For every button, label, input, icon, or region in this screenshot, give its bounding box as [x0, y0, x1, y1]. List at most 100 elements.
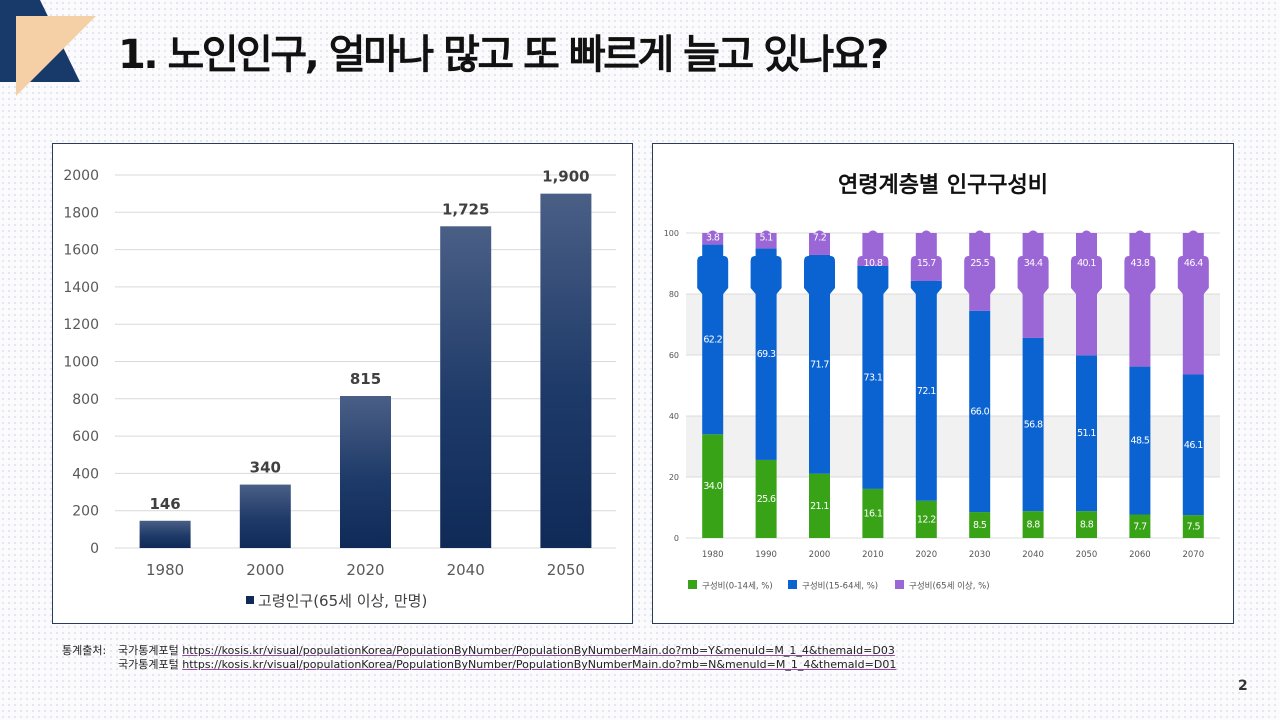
- x-tick-label: 2040: [447, 561, 485, 579]
- x-tick-label: 2060: [1129, 550, 1151, 560]
- stacked-bar-segment: [1182, 515, 1204, 538]
- x-tick-label: 2050: [547, 561, 585, 579]
- pictogram-shoulders-upper: [1124, 255, 1156, 294]
- legend-label: 구성비(0-14세, %): [702, 582, 773, 592]
- stacked-bar-segment: [1076, 233, 1097, 356]
- slide-title: 1. 노인인구, 얼마나 많고 또 빠르게 늘고 있나요?: [118, 32, 889, 78]
- y-tick-label: 1200: [63, 317, 99, 333]
- segment-label: 51.1: [1077, 428, 1096, 439]
- pictogram-shoulders: [804, 255, 835, 294]
- source-line-2: 국가통계포털 https://kosis.kr/visual/populatio…: [62, 658, 896, 672]
- x-tick-label: 2020: [346, 561, 384, 579]
- x-tick-label: 2000: [246, 561, 284, 579]
- segment-label: 7.5: [1187, 522, 1201, 533]
- x-tick-label: 1990: [755, 550, 777, 560]
- pictogram-head: [974, 230, 986, 244]
- pictogram-shoulders-upper: [1017, 255, 1049, 294]
- stacked-bar-segment: [862, 265, 884, 489]
- segment-label: 46.1: [1184, 440, 1203, 451]
- segment-label: 8.5: [973, 520, 987, 531]
- source-link-2[interactable]: https://kosis.kr/visual/populationKorea/…: [182, 658, 897, 671]
- stacked-bar-segment: [1022, 511, 1044, 538]
- segment-label: 16.1: [864, 508, 883, 519]
- pictogram-shoulders: [857, 265, 889, 294]
- x-tick-label: 1980: [146, 561, 184, 579]
- stacked-bar-segment: [969, 512, 991, 538]
- y-tick-label: 2000: [63, 168, 99, 184]
- segment-label: 71.7: [810, 359, 829, 370]
- x-tick-label: 2030: [969, 550, 991, 560]
- bar: [139, 520, 191, 548]
- y-tick-label: 80: [669, 290, 679, 299]
- stacked-bar-segment: [1129, 233, 1151, 367]
- legend-label: 구성비(65세 이상, %): [909, 581, 990, 592]
- stacked-bar-segment: [969, 310, 991, 513]
- y-tick-label: 1400: [63, 280, 99, 296]
- legend-label: 구성비(15-64세, %): [802, 582, 878, 592]
- y-tick-label: 0: [674, 534, 679, 543]
- source-link-1[interactable]: https://kosis.kr/visual/populationKorea/…: [182, 644, 895, 657]
- legend-label: 고령인구(65세 이상, 만명): [258, 592, 427, 610]
- pictogram-shoulders-upper: [964, 255, 996, 294]
- source-label: 통계출처:: [62, 644, 107, 657]
- age-structure-chart-panel: 연령계층별 인구구성비 0 20 40 60 80 100 34.0 62.2 3.8 1980 25…: [652, 143, 1234, 624]
- segment-label: 12.2: [917, 514, 936, 525]
- stacked-bar-segment: [915, 500, 937, 538]
- segment-label: 5.1: [759, 233, 773, 244]
- stacked-bar-segment: [1182, 374, 1204, 516]
- pictogram-shoulders: [697, 255, 729, 294]
- x-tick-label: 1980: [702, 550, 724, 560]
- pictogram-shoulders-upper: [1177, 255, 1209, 294]
- pictogram-head: [760, 230, 772, 244]
- pictogram-shoulders: [910, 280, 942, 294]
- stacked-bar-segment: [862, 488, 884, 538]
- corner-decoration: [0, 0, 96, 96]
- bar: [340, 396, 391, 548]
- data-label: 815: [350, 370, 381, 388]
- segment-label: 10.8: [864, 258, 883, 269]
- x-tick-label: 2020: [915, 550, 937, 560]
- y-tick-label: 0: [90, 541, 99, 557]
- segment-label: 3.8: [706, 233, 720, 244]
- x-tick-label: 2070: [1182, 550, 1204, 560]
- corner-peach-shape: [16, 16, 96, 96]
- source-line-1: 통계출처: 국가통계포털 https://kosis.kr/visual/popu…: [62, 644, 896, 658]
- segment-label: 34.4: [1024, 258, 1043, 269]
- pictogram-shoulders-upper: [857, 255, 889, 266]
- age-structure-stacked-chart: 연령계층별 인구구성비02040608010034.062.23.8198025…: [664, 173, 1220, 592]
- pictogram-shoulders-upper: [1071, 255, 1102, 294]
- stacked-bar-segment: [702, 434, 724, 538]
- segment-label: 8.8: [1026, 520, 1040, 531]
- pictogram-head: [867, 230, 879, 244]
- data-label: 340: [250, 459, 281, 477]
- source-notes: 통계출처: 국가통계포털 https://kosis.kr/visual/popu…: [62, 644, 896, 672]
- segment-label: 8.8: [1080, 520, 1094, 531]
- stacked-bar-segment: [1129, 366, 1151, 515]
- legend-swatch: [788, 580, 797, 589]
- pictogram-head: [1027, 230, 1039, 244]
- data-label: 1,900: [542, 168, 589, 186]
- segment-label: 7.7: [1133, 521, 1147, 532]
- segment-label: 25.5: [970, 258, 989, 269]
- page-number: 2: [1238, 678, 1248, 694]
- segment-label: 56.8: [1024, 420, 1043, 431]
- segment-label: 66.0: [970, 406, 989, 417]
- legend-swatch: [895, 580, 904, 589]
- y-tick-label: 40: [669, 412, 679, 421]
- x-tick-label: 2010: [862, 550, 884, 560]
- segment-label: 25.6: [757, 494, 776, 505]
- legend-swatch: [688, 580, 697, 589]
- bar: [440, 226, 492, 548]
- stacked-bar-segment: [809, 254, 830, 474]
- segment-label: 46.4: [1184, 258, 1203, 269]
- source-site-2: 국가통계포털: [118, 658, 179, 671]
- pictogram-head: [1187, 230, 1199, 244]
- y-tick-label: 800: [72, 392, 99, 408]
- bar: [540, 193, 592, 548]
- stacked-bar-segment: [1022, 337, 1044, 512]
- y-tick-label: 1000: [63, 355, 99, 371]
- segment-label: 73.1: [864, 372, 883, 383]
- y-tick-label: 1600: [63, 243, 99, 259]
- pictogram-head: [1081, 230, 1092, 244]
- stacked-bar-segment: [755, 459, 777, 538]
